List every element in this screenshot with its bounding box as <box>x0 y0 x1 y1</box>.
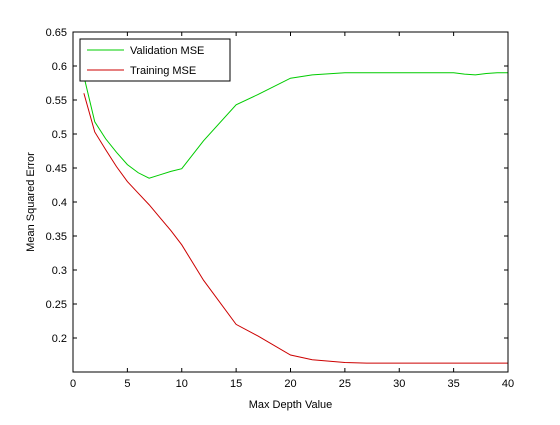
y-tick-label: 0.3 <box>52 265 67 277</box>
x-tick-label: 20 <box>284 378 296 390</box>
legend-box <box>79 38 231 82</box>
y-tick-label: 0.25 <box>46 299 67 311</box>
y-tick-label: 0.65 <box>46 27 67 39</box>
y-axis: 0.2 0.25 0.3 0.35 0.4 0.45 0.5 0.55 0.6 0.65 <box>46 27 508 345</box>
x-axis-label: Max Depth Value <box>249 399 333 411</box>
x-tick-label: 10 <box>176 378 188 390</box>
series-line-training <box>83 93 508 364</box>
y-tick-label: 0.4 <box>52 197 67 209</box>
y-tick-label: 0.55 <box>46 95 67 107</box>
x-tick-label: 5 <box>124 378 130 390</box>
x-tick-label: 0 <box>70 378 76 390</box>
y-tick-label: 0.6 <box>52 61 67 73</box>
x-tick-label: 35 <box>448 378 460 390</box>
legend-label-validation: Validation MSE <box>130 45 204 57</box>
legend-label-training: Training MSE <box>130 65 196 77</box>
y-tick-label: 0.35 <box>46 231 67 243</box>
x-tick-label: 25 <box>339 378 351 390</box>
x-tick-label: 40 <box>502 378 514 390</box>
x-tick-label: 30 <box>393 378 405 390</box>
y-axis-label: Mean Squared Error <box>25 152 37 252</box>
plot-series-group <box>83 72 508 364</box>
x-axis: 0 5 10 15 20 25 30 35 40 <box>70 32 514 390</box>
y-tick-label: 0.5 <box>52 129 67 141</box>
y-tick-label: 0.45 <box>46 163 67 175</box>
legend: Validation MSE Training MSE <box>79 38 231 82</box>
series-line-validation <box>83 72 508 179</box>
x-tick-label: 15 <box>230 378 242 390</box>
y-tick-label: 0.2 <box>52 333 67 345</box>
